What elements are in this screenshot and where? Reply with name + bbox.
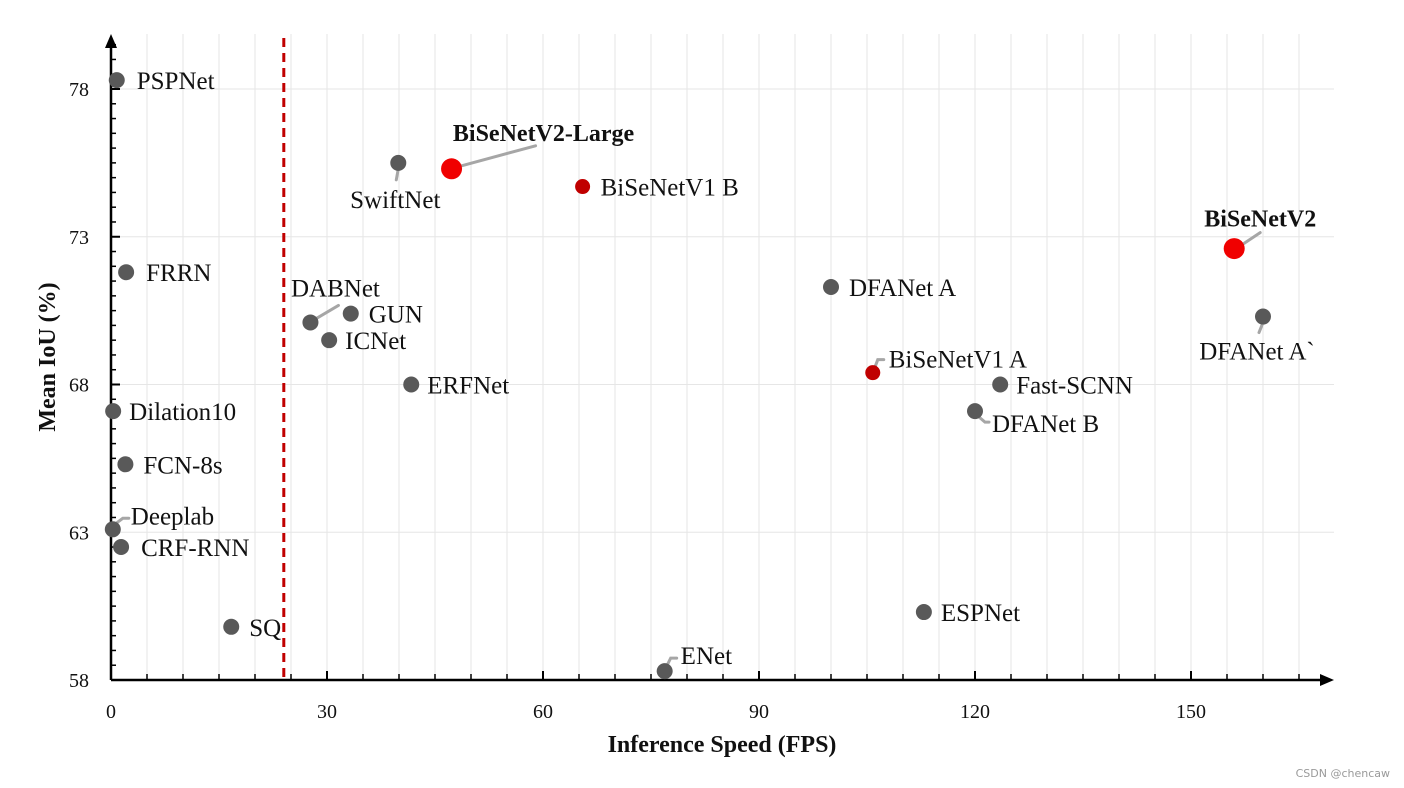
label-fast-scnn: Fast-SCNN — [1016, 373, 1133, 400]
y-tick-label: 73 — [69, 227, 89, 249]
point-bisenetv2 — [1223, 238, 1245, 260]
label-dilation10: Dilation10 — [129, 399, 236, 426]
point-dfanet-b — [967, 403, 983, 420]
point-bisenetv1-a — [865, 365, 881, 381]
leader-lines-layer — [113, 144, 1265, 668]
label-dabnet: DABNet — [291, 275, 380, 302]
point-dilation10 — [105, 403, 122, 420]
y-tick-label: 78 — [69, 79, 89, 101]
x-axis-arrow — [1320, 674, 1334, 686]
label-enet: ENet — [681, 643, 732, 670]
x-tick-label: 120 — [960, 701, 990, 723]
label-frrn: FRRN — [146, 260, 211, 287]
point-swiftnet — [390, 154, 407, 171]
point-dabnet — [302, 314, 319, 331]
point-dfanet-a — [1255, 308, 1271, 325]
point-bisenetv1-b — [575, 179, 591, 195]
label-pspnet: PSPNet — [137, 68, 215, 95]
leader-line-enet — [665, 656, 679, 668]
point-espnet — [915, 604, 932, 621]
point-fast-scnn — [992, 376, 1009, 393]
point-frrn — [118, 264, 135, 281]
point-labels-layer: PSPNet FRRN Dilation10 FCN-8s Deeplab CRF-RNN… — [129, 68, 1316, 670]
point-pspnet — [108, 72, 125, 89]
label-erfnet: ERFNet — [427, 373, 509, 400]
x-tick-label: 0 — [106, 701, 116, 723]
y-axis-arrow — [105, 34, 117, 48]
label-sq: SQ — [249, 615, 281, 642]
point-sq — [223, 618, 240, 635]
label-bisenetv1-a: BiSeNetV1 A — [889, 347, 1027, 374]
y-axis-title: Mean IoU (%) — [35, 282, 61, 431]
point-crf-rnn — [113, 539, 130, 556]
x-tick-label: 150 — [1176, 701, 1206, 723]
leader-line-dfanet-b — [976, 414, 991, 424]
x-axis-title: Inference Speed (FPS) — [608, 732, 837, 758]
y-tick-label: 68 — [69, 375, 89, 397]
x-tick-label: 90 — [749, 701, 769, 723]
label-gun: GUN — [369, 302, 423, 329]
label-dfanet-a: DFANet A` — [1199, 339, 1315, 366]
label-deeplab: Deeplab — [131, 503, 214, 530]
label-swiftnet: SwiftNet — [350, 187, 440, 214]
leader-line-bisenetv2 — [1240, 231, 1262, 247]
x-tick-label: 60 — [533, 701, 553, 723]
label-crf-rnn: CRF-RNN — [141, 535, 249, 562]
label-bisenetv1-b: BiSeNetV1 B — [601, 175, 739, 202]
point-bisenetv2-large — [441, 158, 463, 180]
watermark: CSDN @chencaw — [1295, 767, 1390, 780]
point-gun — [342, 305, 359, 322]
leader-line-deeplab — [113, 516, 131, 526]
label-fcn-8s: FCN-8s — [143, 452, 222, 479]
point-fcn-8s — [117, 456, 134, 473]
leader-line-bisenetv2-large — [460, 144, 538, 168]
grid-layer — [111, 34, 1334, 680]
label-bisenetv2-large: BiSeNetV2-Large — [453, 121, 635, 147]
label-icnet: ICNet — [345, 328, 406, 355]
label-bisenetv2: BiSeNetV2 — [1204, 207, 1316, 233]
x-tick-label: 30 — [317, 701, 337, 723]
label-espnet: ESPNet — [941, 600, 1020, 627]
points-layer — [104, 72, 1271, 680]
y-tick-label: 63 — [69, 522, 89, 544]
point-deeplab — [104, 521, 121, 538]
axes-layer: 0 30 60 90 120 150 58 63 68 73 78 — [69, 34, 1334, 723]
leader-line-dabnet — [314, 303, 340, 320]
y-tick-label: 58 — [69, 670, 89, 692]
point-erfnet — [403, 376, 420, 393]
label-dfanet-b: DFANet B — [992, 411, 1099, 438]
label-dfanet-a: DFANet A — [849, 275, 956, 302]
point-icnet — [321, 332, 338, 349]
leader-line-bisenetv1-a — [873, 358, 886, 370]
point-enet — [656, 663, 673, 680]
point-dfanet-a — [823, 278, 839, 295]
